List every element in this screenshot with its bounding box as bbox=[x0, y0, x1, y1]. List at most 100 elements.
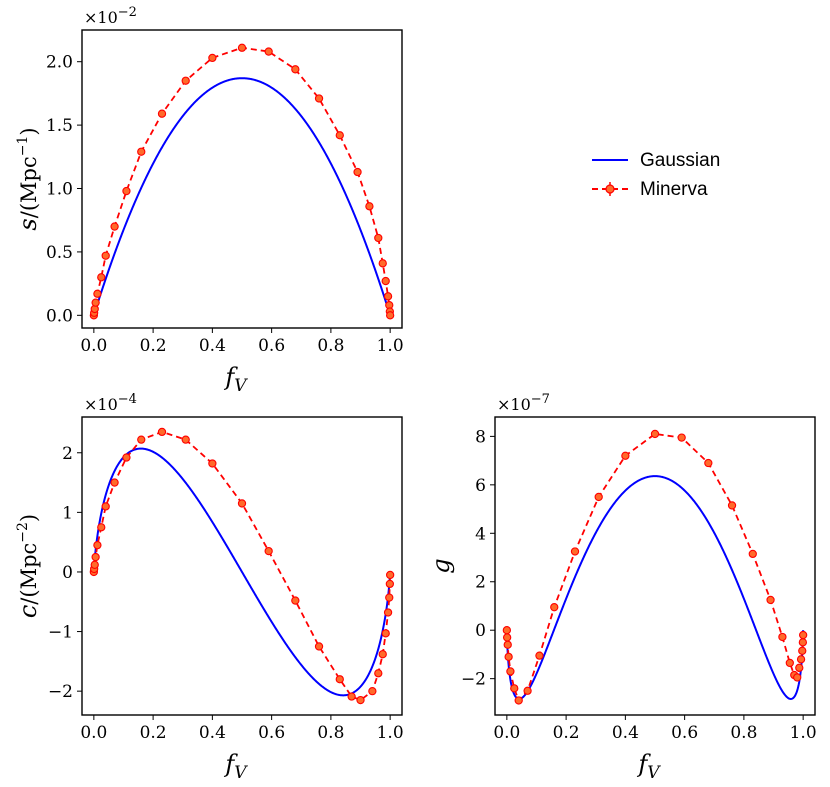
minerva-point bbox=[93, 289, 102, 298]
y-tick-label: 1 bbox=[62, 503, 73, 523]
x-tick-label: 1.0 bbox=[790, 723, 817, 743]
x-axis-label: fV bbox=[636, 750, 661, 783]
minerva-point bbox=[368, 687, 377, 696]
minerva-point bbox=[383, 608, 393, 617]
minerva-point bbox=[122, 453, 131, 462]
minerva-point bbox=[347, 692, 356, 701]
minerva-point bbox=[385, 593, 394, 602]
minerva-point bbox=[650, 429, 660, 439]
minerva-point bbox=[314, 642, 324, 651]
minerva-point bbox=[766, 595, 775, 605]
minerva-point bbox=[97, 523, 106, 532]
minerva-point bbox=[157, 109, 167, 118]
y-tick-label: 6 bbox=[475, 476, 486, 496]
legend: Gaussian Minerva bbox=[592, 150, 720, 200]
minerva-point bbox=[137, 435, 146, 444]
minerva-point bbox=[101, 502, 110, 511]
y-axis-label: g bbox=[427, 558, 455, 573]
minerva-series-line bbox=[92, 430, 392, 702]
y-tick-label: 2 bbox=[475, 573, 486, 593]
x-tick-label: 0.0 bbox=[80, 723, 107, 743]
minerva-point bbox=[374, 669, 383, 678]
minerva-point bbox=[381, 629, 390, 638]
minerva-point bbox=[798, 630, 808, 640]
axis-multiplier: ×10−4 bbox=[84, 392, 137, 414]
minerva-point bbox=[502, 626, 512, 635]
minerva-point bbox=[110, 222, 119, 231]
minerva-point bbox=[385, 570, 395, 580]
minerva-point bbox=[550, 603, 559, 612]
minerva-point bbox=[383, 292, 393, 301]
minerva-point bbox=[374, 233, 383, 243]
minerva-point bbox=[523, 686, 532, 695]
minerva-point bbox=[502, 633, 512, 642]
minerva-point bbox=[314, 94, 324, 103]
minerva-point bbox=[510, 684, 519, 693]
minerva-point bbox=[385, 579, 395, 589]
x-tick-label: 0.4 bbox=[612, 723, 639, 743]
minerva-point bbox=[504, 652, 513, 662]
axis-multiplier: ×10−2 bbox=[84, 5, 137, 27]
minerva-point bbox=[90, 560, 99, 569]
minerva-point bbox=[264, 47, 273, 56]
axis-multiplier: ×10−7 bbox=[497, 392, 550, 414]
minerva-point bbox=[291, 65, 300, 74]
axes-frame bbox=[81, 416, 403, 716]
minerva-point bbox=[91, 552, 100, 562]
minerva-point bbox=[385, 311, 395, 320]
minerva-point bbox=[704, 458, 713, 468]
minerva-point bbox=[335, 675, 344, 684]
y-tick-label: −2 bbox=[48, 682, 73, 702]
y-axis-label: c/(Mpc−2) bbox=[14, 514, 42, 618]
minerva-series-line bbox=[505, 433, 805, 703]
y-tick-label: 0 bbox=[62, 563, 73, 583]
minerva-point bbox=[181, 76, 190, 85]
x-tick-label: 0.2 bbox=[140, 336, 167, 356]
minerva-point bbox=[97, 273, 106, 282]
minerva-point bbox=[91, 298, 100, 307]
y-axis-label: s/(Mpc−1) bbox=[14, 127, 42, 230]
minerva-point bbox=[503, 640, 512, 649]
x-tick-label: 0.4 bbox=[199, 723, 226, 743]
panel-c: 0.0 0.2 0.4 0.6 0.8 1.0 −2 −1 0 1 2 ×10−4 fV c/(Mpc−2… bbox=[14, 392, 404, 783]
y-tick-label: 4 bbox=[475, 524, 486, 544]
x-tick-label: 0.0 bbox=[80, 336, 107, 356]
minerva-point bbox=[381, 276, 390, 286]
minerva-point bbox=[237, 499, 247, 508]
x-tick-label: 0.8 bbox=[317, 723, 344, 743]
y-tick-label: 1.5 bbox=[46, 116, 73, 136]
minerva-point bbox=[137, 147, 146, 156]
minerva-point bbox=[795, 663, 804, 672]
x-tick-label: 0.2 bbox=[140, 723, 167, 743]
legend-minerva-marker bbox=[605, 184, 615, 194]
minerva-point bbox=[798, 646, 807, 655]
panel-g: 0.0 0.2 0.4 0.6 0.8 1.0 −2 0 2 4 6 8 ×10−7 fV g bbox=[427, 392, 817, 783]
x-tick-label: 0.6 bbox=[258, 723, 285, 743]
minerva-point bbox=[594, 492, 603, 502]
minerva-point bbox=[208, 459, 217, 468]
x-tick-label: 0.4 bbox=[199, 336, 226, 356]
gaussian-series-line bbox=[92, 447, 392, 697]
minerva-series-line bbox=[92, 46, 392, 316]
minerva-point bbox=[677, 433, 686, 442]
minerva-point bbox=[621, 451, 630, 460]
axes-frame bbox=[81, 29, 403, 329]
gaussian-series-line bbox=[92, 77, 392, 316]
minerva-point bbox=[208, 53, 217, 63]
minerva-point bbox=[181, 435, 190, 444]
y-tick-label: 0.0 bbox=[46, 306, 73, 326]
minerva-point bbox=[793, 673, 802, 682]
legend-gaussian-label: Gaussian bbox=[640, 150, 720, 171]
panel-s: 0.0 0.2 0.4 0.6 0.8 1.0 0.0 0.5 1.0 1.5 2.0 ×10−2 fV… bbox=[14, 5, 404, 396]
minerva-point bbox=[748, 549, 757, 559]
y-tick-label: 0.5 bbox=[46, 243, 73, 263]
minerva-point bbox=[110, 478, 119, 487]
y-tick-label: 8 bbox=[475, 427, 486, 447]
y-tick-label: −2 bbox=[461, 670, 486, 690]
minerva-point bbox=[122, 186, 131, 196]
minerva-point bbox=[237, 43, 247, 52]
y-tick-label: 1.0 bbox=[46, 180, 73, 200]
minerva-point bbox=[514, 696, 523, 705]
x-axis-label: fV bbox=[223, 750, 248, 783]
minerva-point bbox=[506, 667, 515, 676]
